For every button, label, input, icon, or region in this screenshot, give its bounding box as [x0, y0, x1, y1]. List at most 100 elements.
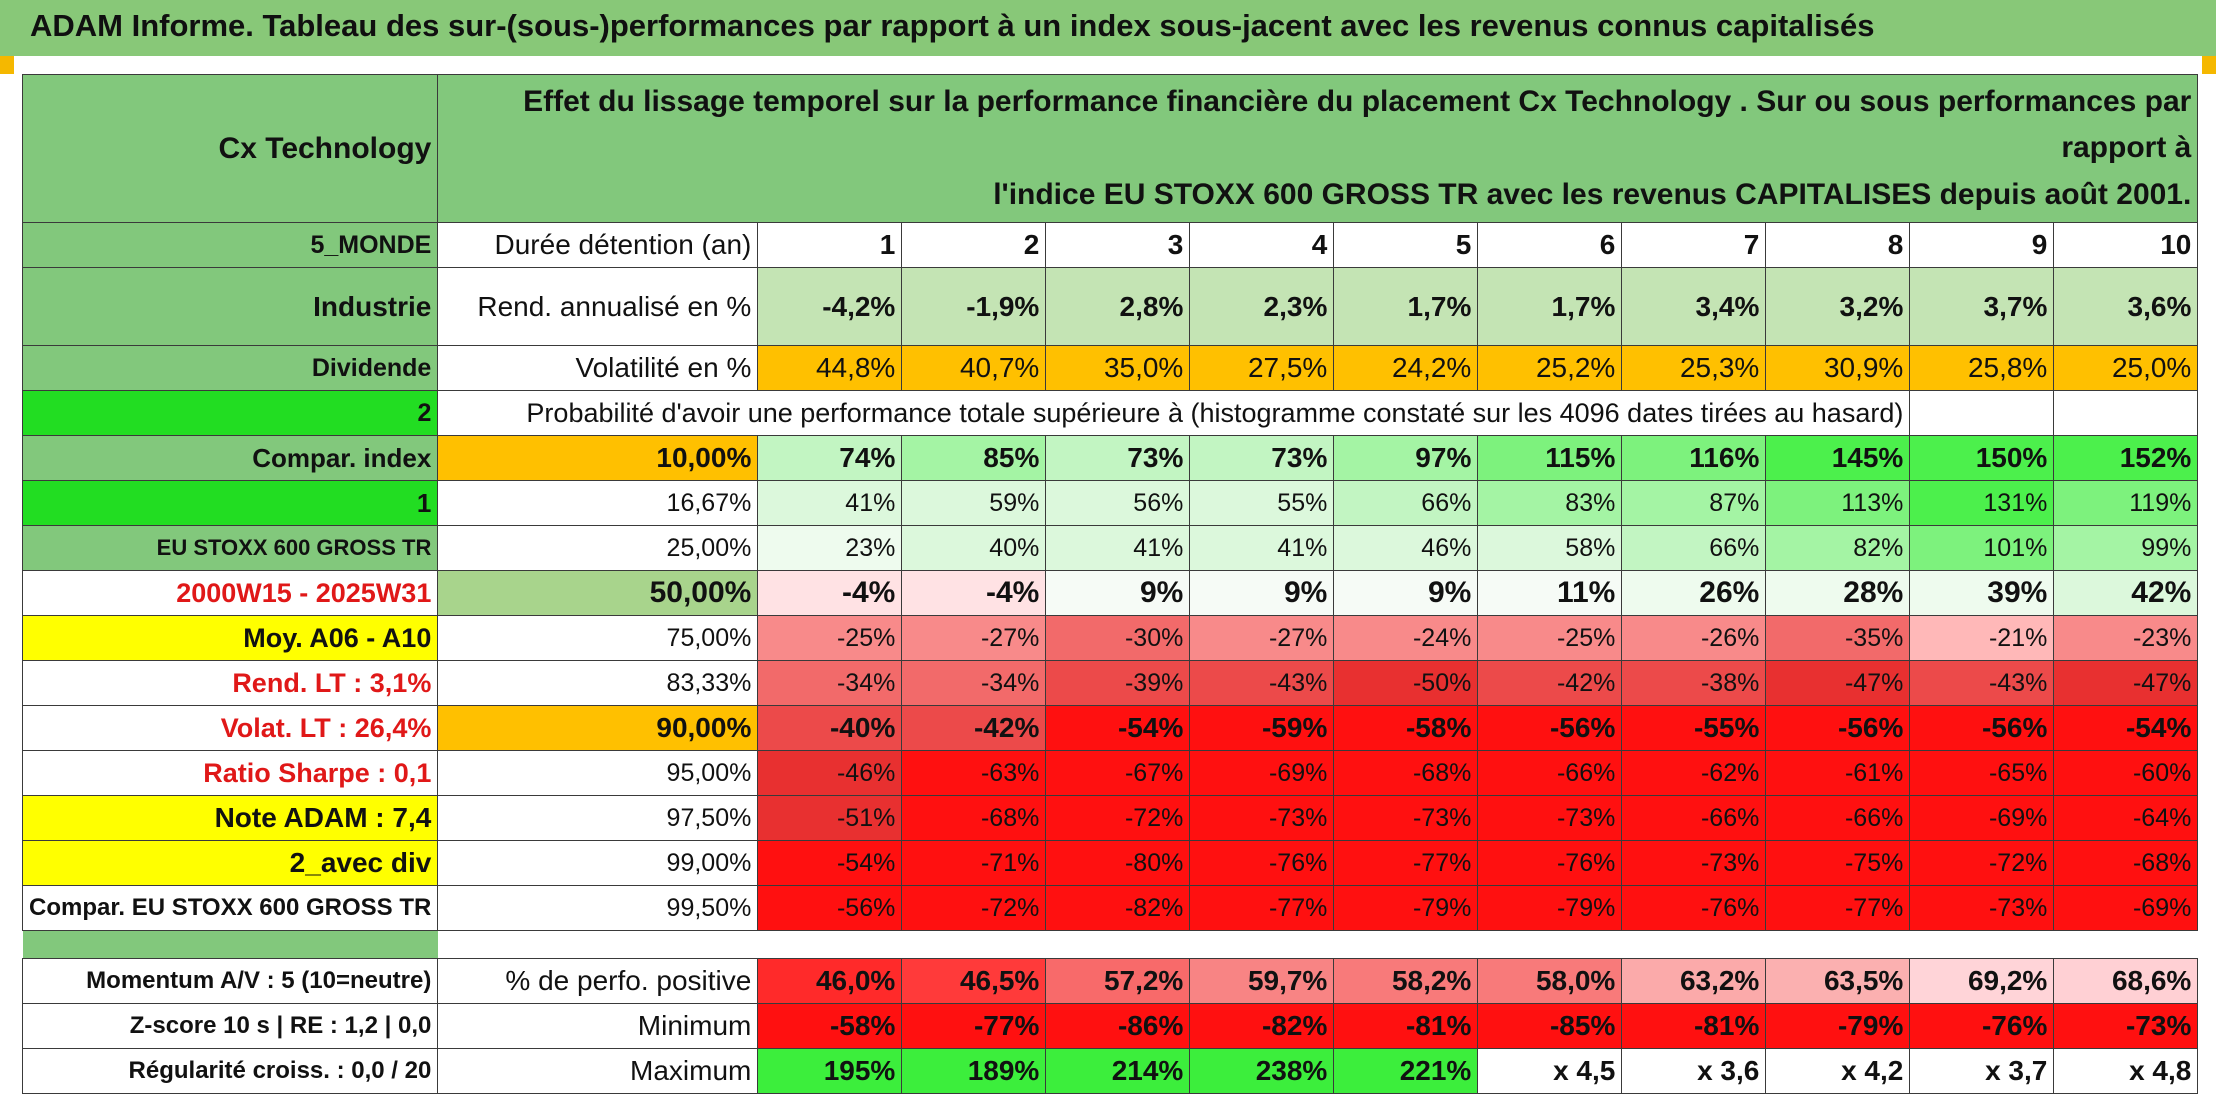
maximum-label: Maximum	[437, 1048, 759, 1094]
percentile-value: -77%	[1333, 840, 1479, 886]
percentile-value: -34%	[757, 660, 903, 706]
percentile-value: -69%	[1189, 750, 1335, 796]
percentile-value: 66%	[1621, 525, 1767, 571]
percentile-value: -21%	[1909, 615, 2055, 661]
asset-name: Cx Technology	[21, 74, 439, 223]
percentile-value: -67%	[1045, 750, 1191, 796]
percentile-value: 73%	[1189, 435, 1335, 481]
percentile-value: -4%	[901, 570, 1047, 616]
percentile-value: 119%	[2053, 480, 2199, 526]
percentile-value: -76%	[1189, 840, 1335, 886]
description-line-2: l'indice EU STOXX 600 GROSS TR avec les …	[993, 177, 2192, 211]
rend-label: Rend. annualisé en %	[437, 267, 759, 346]
percentile-value: 46%	[1333, 525, 1479, 571]
vol-value: 40,7%	[901, 345, 1047, 391]
percentile-value: -42%	[901, 705, 1047, 751]
rend-value: 2,8%	[1045, 267, 1191, 346]
percentile-value: -30%	[1045, 615, 1191, 661]
percentile-value: -40%	[757, 705, 903, 751]
positive-label: % de perfo. positive	[437, 958, 759, 1004]
positive-value: 57,2%	[1045, 958, 1191, 1004]
percentile-value: -42%	[1477, 660, 1623, 706]
percentile-value: 97%	[1333, 435, 1479, 481]
percentile-value: 9%	[1333, 570, 1479, 616]
percentile-value: -60%	[2053, 750, 2199, 796]
percentile-value: -23%	[2053, 615, 2199, 661]
percentile-label: 10,00%	[437, 435, 759, 481]
positive-value: 58,0%	[1477, 958, 1623, 1004]
percentile-value: 150%	[1909, 435, 2055, 481]
rend-value: -4,2%	[757, 267, 903, 346]
percentile-row: Compar. EU STOXX 600 GROSS TR 99,50% -56% -…	[21, 885, 2199, 931]
percentile-value: -76%	[1621, 885, 1767, 931]
percentile-value: -77%	[1189, 885, 1335, 931]
percentile-value: 42%	[2053, 570, 2199, 616]
percentile-value: 9%	[1045, 570, 1191, 616]
percentile-row: 2_avec div 99,00% -54% -71% -80% -76% -77% -76%…	[21, 840, 2199, 886]
percentile-value: -34%	[901, 660, 1047, 706]
rend-value: 1,7%	[1333, 267, 1479, 346]
percentile-value: 87%	[1621, 480, 1767, 526]
percentile-value: -47%	[2053, 660, 2199, 706]
rend-value: 1,7%	[1477, 267, 1623, 346]
percentile-row: Compar. index 10,00% 74% 85% 73% 73% 97% 115% 11…	[21, 435, 2199, 481]
percentile-value: 59%	[901, 480, 1047, 526]
percentile-value: -27%	[901, 615, 1047, 661]
percentile-value: 23%	[757, 525, 903, 571]
positive-value: 46,5%	[901, 958, 1047, 1004]
percentile-value: -64%	[2053, 795, 2199, 841]
percentile-value: 41%	[1189, 525, 1335, 571]
percentile-value: 101%	[1909, 525, 2055, 571]
minimum-value: -58%	[757, 1003, 903, 1049]
regularite-cell: Régularité croiss. : 0,0 / 20	[21, 1048, 439, 1094]
duree-label: Durée détention (an)	[437, 222, 759, 268]
index-name: EU STOXX 600 GROSS TR	[21, 525, 439, 571]
percentile-value: -47%	[1765, 660, 1911, 706]
percentile-value: -65%	[1909, 750, 2055, 796]
percentile-value: -82%	[1045, 885, 1191, 931]
percentile-value: -80%	[1045, 840, 1191, 886]
percentile-value: -4%	[757, 570, 903, 616]
percentile-value: 9%	[1189, 570, 1335, 616]
rend-value: 2,3%	[1189, 267, 1335, 346]
probability-label: Probabilité d'avoir une performance tota…	[437, 390, 1911, 436]
volat-lt-cell: Volat. LT : 26,4%	[21, 705, 439, 751]
maximum-value: 195%	[757, 1048, 903, 1094]
rend-value: 3,7%	[1909, 267, 2055, 346]
percentile-row: 1 16,67% 41% 59% 56% 55% 66% 83% 87% 113% 131% 119%	[21, 480, 2199, 526]
note-adam-cell: Note ADAM : 7,4	[21, 795, 439, 841]
percentile-value: -56%	[1477, 705, 1623, 751]
positive-value: 63,2%	[1621, 958, 1767, 1004]
percentile-value: -66%	[1765, 795, 1911, 841]
vol-label: Volatilité en %	[437, 345, 759, 391]
minimum-value: -82%	[1189, 1003, 1335, 1049]
vol-value: 25,8%	[1909, 345, 2055, 391]
maximum-value: x 4,5	[1477, 1048, 1623, 1094]
percentile-value: 83%	[1477, 480, 1623, 526]
percentile-value: -39%	[1045, 660, 1191, 706]
vol-value: 44,8%	[757, 345, 903, 391]
percentile-value: 39%	[1909, 570, 2055, 616]
percentile-value: -72%	[901, 885, 1047, 931]
percentile-label: 83,33%	[437, 660, 759, 706]
percentile-label: 25,00%	[437, 525, 759, 571]
rend-value: 3,2%	[1765, 267, 1911, 346]
year-header: 4	[1189, 222, 1335, 268]
year-header: 8	[1765, 222, 1911, 268]
rend-value: 3,6%	[2053, 267, 2199, 346]
sector-cell: Industrie	[21, 267, 439, 346]
year-header: 3	[1045, 222, 1191, 268]
percentile-value: 28%	[1765, 570, 1911, 616]
vol-value: 25,2%	[1477, 345, 1623, 391]
compar-index-label: Compar. index	[21, 435, 439, 481]
maximum-value: 214%	[1045, 1048, 1191, 1094]
percentile-value: 145%	[1765, 435, 1911, 481]
percentile-label: 95,00%	[437, 750, 759, 796]
percentile-value: -54%	[757, 840, 903, 886]
percentile-row: Rend. LT : 3,1% 83,33% -34% -34% -39% -43% -50…	[21, 660, 2199, 706]
region-cell: 5_MONDE	[21, 222, 439, 268]
percentile-row: Ratio Sharpe : 0,1 95,00% -46% -63% -67% -69%…	[21, 750, 2199, 796]
percentile-value: -35%	[1765, 615, 1911, 661]
percentile-value: -68%	[901, 795, 1047, 841]
percentile-value: 116%	[1621, 435, 1767, 481]
